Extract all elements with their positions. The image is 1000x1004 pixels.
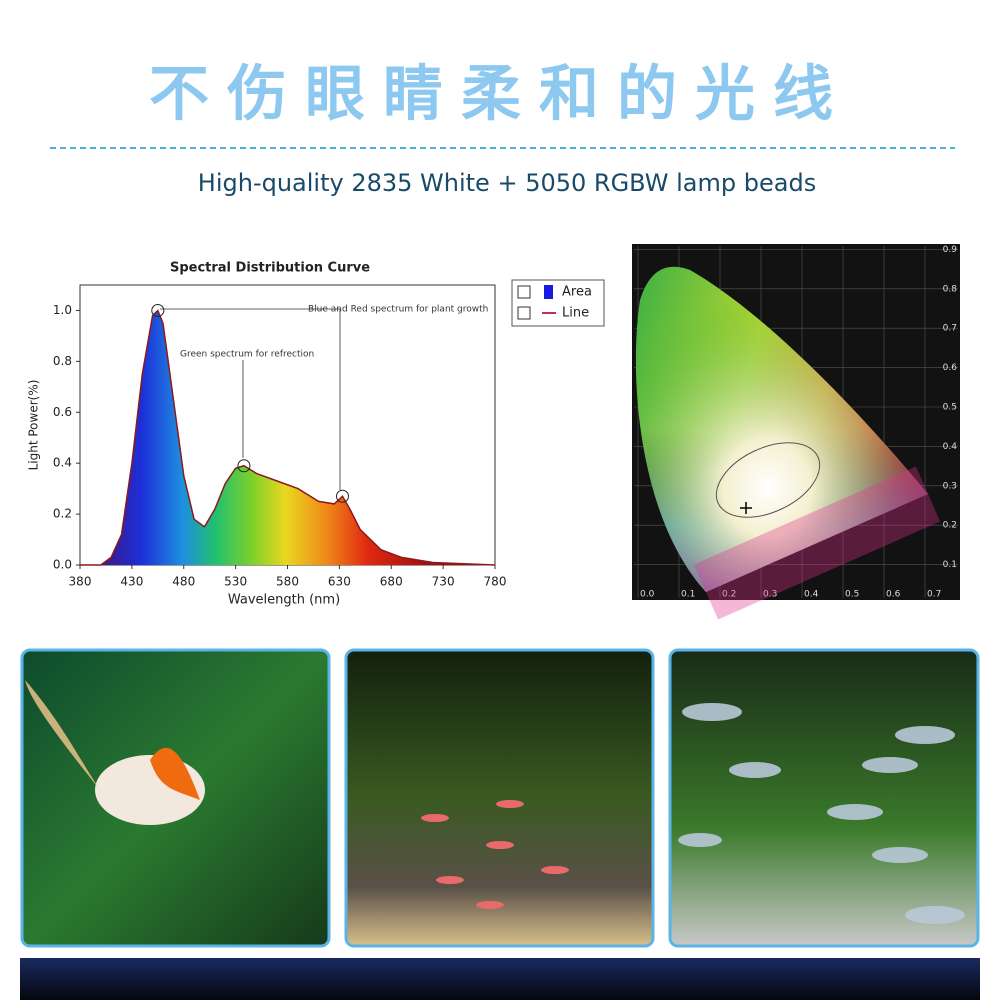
peak-marker (237, 459, 251, 473)
y-tick-label: 0.0 (53, 558, 72, 572)
legend-label: Area (562, 285, 592, 300)
cie-x-label: 0.1 (681, 590, 695, 600)
photo-plants (344, 648, 655, 948)
x-tick-label: 730 (432, 575, 455, 589)
spectral-chart: Spectral Distribution Curve Wavelength (… (27, 261, 605, 608)
photos (20, 648, 980, 948)
cie-x-label: 0.2 (722, 590, 736, 600)
cie-y-label: 0.8 (943, 284, 958, 294)
red-fish (421, 800, 569, 909)
x-tick-label: 430 (120, 575, 143, 589)
annotation: Blue and Red spectrum for plant growth (308, 305, 488, 315)
cie-ellipse (715, 442, 821, 518)
goldfish-fin (150, 747, 200, 800)
headline: 不伤眼睛柔和的光线 (149, 60, 851, 130)
y-tick-label: 0.6 (53, 405, 72, 419)
y-tick-label: 1.0 (53, 303, 72, 317)
cie-y-label: 0.1 (943, 560, 957, 570)
legend-checkbox[interactable] (517, 306, 531, 320)
x-tick-label: 380 (69, 575, 92, 589)
x-tick-label: 780 (484, 575, 507, 589)
cie-x-label: 0.4 (804, 590, 819, 600)
cie-purple-line (693, 466, 941, 620)
cie-y-label: 0.4 (943, 442, 958, 452)
cie-x-label: 0.5 (845, 590, 859, 600)
x-tick-label: 530 (224, 575, 247, 589)
photo-tetras (668, 648, 980, 948)
spectrum-area (80, 310, 495, 565)
goldfish-tail (25, 680, 100, 790)
y-axis-label: Light Power(%) (27, 380, 41, 471)
subheadline: High-quality 2835 White + 5050 RGBW lamp… (198, 169, 816, 197)
x-tick-label: 630 (328, 575, 351, 589)
y-tick-label: 0.8 (53, 354, 72, 368)
cie-y-label: 0.7 (943, 324, 957, 334)
legend-swatch (544, 285, 553, 299)
legend-checkbox[interactable] (517, 285, 531, 299)
spectrum-line (80, 309, 496, 566)
cie-y-label: 0.3 (943, 481, 957, 491)
cie-y-label: 0.5 (943, 403, 957, 413)
cie-y-label: 0.2 (943, 521, 957, 531)
cie-diagram: 0.0 0.1 0.2 0.3 0.4 0.5 0.6 0.7 0.1 0.2 0.3 0.4 0.5 0… (632, 244, 960, 620)
chart-title: Spectral Distribution Curve (170, 261, 370, 276)
x-tick-label: 480 (172, 575, 195, 589)
peak-marker (335, 489, 349, 503)
cie-marker (740, 502, 752, 514)
x-tick-label: 680 (380, 575, 403, 589)
cie-x-label: 0.0 (640, 590, 655, 600)
legend-label: Line (562, 306, 589, 321)
silver-fish (678, 703, 965, 924)
cie-y-label: 0.9 (943, 245, 958, 255)
cie-x-label: 0.3 (763, 590, 777, 600)
annotation-leaders (160, 308, 341, 490)
y-tick-label: 0.2 (53, 507, 72, 521)
cie-x-label: 0.7 (927, 590, 941, 600)
cie-x-label: 0.6 (886, 590, 901, 600)
annotation: Green spectrum for refrection (180, 350, 314, 360)
y-tick-label: 0.4 (53, 456, 72, 470)
bottom-banner (20, 958, 980, 1000)
cie-white (635, 266, 928, 592)
x-tick-label: 580 (276, 575, 299, 589)
cie-y-label: 0.6 (943, 363, 958, 373)
peak-marker (151, 303, 165, 317)
x-axis-label: Wavelength (nm) (228, 593, 340, 608)
